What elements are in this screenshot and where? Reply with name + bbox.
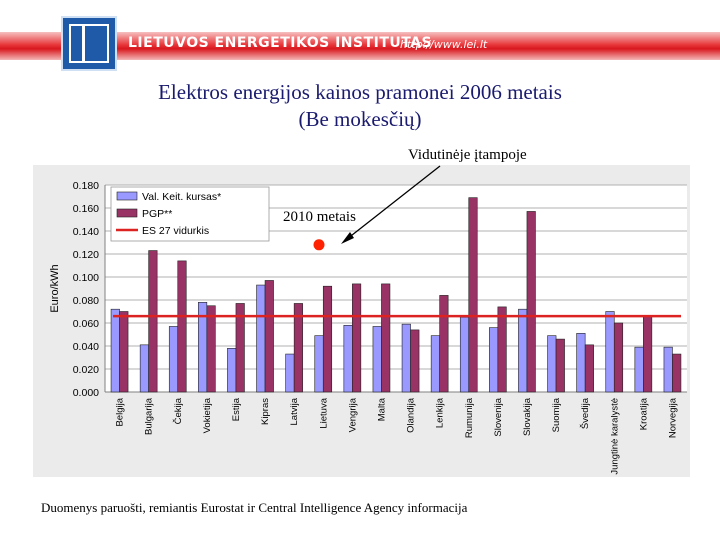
bar-pgp: [177, 260, 187, 393]
x-tick-label: Olandija: [406, 397, 417, 433]
bar-pgp: [555, 338, 565, 393]
header-banner: LIETUVOS ENERGETIKOS INSTITUTAS http://w…: [0, 0, 720, 78]
legend-swatch: [116, 191, 138, 201]
bar-pgp: [381, 283, 391, 393]
bar-pgp: [497, 306, 507, 393]
legend-label: PGP**: [142, 208, 172, 220]
bar-val-keit: [547, 335, 557, 393]
x-tick-label: Vengrija: [347, 397, 358, 432]
bar-pgp: [526, 211, 536, 393]
org-url[interactable]: http://www.lei.lt: [400, 38, 488, 51]
legend-label: ES 27 vidurkis: [142, 225, 209, 237]
source-note: Duomenys paruošti, remiantis Eurostat ir…: [41, 500, 468, 515]
x-tick-label: Slovakija: [522, 397, 533, 436]
bar-val-keit: [605, 311, 615, 393]
logo-frame: [69, 24, 109, 63]
bar-val-keit: [343, 325, 353, 393]
bar-pgp: [439, 295, 449, 393]
y-tick-label: 0.060: [73, 318, 99, 330]
bar-pgp: [119, 311, 129, 393]
bar-pgp: [584, 344, 594, 393]
bar-val-keit: [401, 323, 411, 393]
bar-val-keit: [663, 346, 673, 393]
bar-val-keit: [634, 346, 644, 393]
bar-pgp: [672, 353, 682, 393]
bar-pgp: [206, 305, 216, 393]
bar-pgp: [468, 197, 478, 393]
bar-pgp: [643, 315, 653, 393]
bar-pgp: [322, 285, 333, 393]
x-tick-label: Bulgarija: [144, 397, 155, 435]
x-tick-label: Estija: [231, 397, 242, 421]
bar-val-keit: [110, 308, 120, 393]
bar-val-keit: [430, 335, 440, 393]
x-tick-label: Kipras: [260, 398, 271, 425]
bar-pgp: [235, 303, 245, 393]
legend-label: Val. Keit. kursas*: [142, 191, 221, 203]
bar-pgp: [293, 303, 303, 393]
x-tick-label: Lietuva: [318, 397, 329, 428]
y-tick-label: 0.040: [73, 341, 99, 353]
bar-pgp: [410, 329, 420, 393]
bar-chart: 0.000 0.020 0.040 0.060 0.080 0.100 0.120 0.140…: [49, 180, 687, 475]
bar-val-keit: [227, 348, 237, 393]
x-tick-label: Vokietija: [202, 397, 213, 433]
legend-box: [110, 186, 270, 242]
legend-swatch: [116, 208, 138, 218]
y-tick-label: 0.120: [73, 249, 99, 261]
y-tick-label: 0.100: [73, 272, 99, 284]
lei-logo: [61, 16, 117, 71]
bar-pgp: [264, 280, 274, 393]
annotation-year: 2010 metais: [283, 209, 356, 225]
bar-val-keit: [285, 353, 295, 393]
y-tick-label: 0.000: [73, 387, 99, 399]
bar-val-keit: [518, 308, 528, 393]
bar-val-keit: [459, 316, 470, 393]
x-tick-label: Kroatija: [638, 397, 649, 430]
bar-val-keit: [314, 335, 324, 393]
chart-area: 0.000 0.020 0.040 0.060 0.080 0.100 0.120 0.140…: [33, 165, 690, 477]
bar-pgp: [352, 283, 362, 393]
x-tick-label: Lenkija: [435, 397, 446, 428]
slide-title: Elektros energijos kainos pramonei 2006 …: [158, 80, 562, 104]
header-stripe: [0, 32, 720, 60]
x-tick-label: Norvegija: [667, 397, 678, 438]
x-tick-label: Malta: [376, 397, 387, 421]
bar-val-keit: [489, 327, 499, 393]
bar-val-keit: [372, 326, 382, 393]
x-tick-label: Belgija: [115, 397, 126, 426]
slide-subtitle: (Be mokesčių): [298, 107, 422, 131]
org-name: LIETUVOS ENERGETIKOS INSTITUTAS: [128, 35, 433, 51]
x-tick-label: Latvija: [289, 397, 300, 425]
y-tick-label: 0.160: [73, 203, 99, 215]
y-tick-label: 0.020: [73, 364, 99, 376]
x-tick-label: Suomija: [551, 397, 562, 432]
x-tick-label: Jungtinė karalystė: [609, 398, 620, 475]
y-axis-label: Euro/kWh: [49, 264, 61, 312]
bar-val-keit: [256, 284, 266, 393]
highlight-point: [313, 239, 325, 251]
y-tick-label: 0.080: [73, 295, 99, 307]
bar-pgp: [613, 322, 624, 393]
bar-val-keit: [576, 333, 586, 393]
logo-bar: [82, 26, 85, 61]
y-tick-label: 0.180: [73, 180, 99, 192]
x-tick-label: Rumunija: [464, 397, 475, 438]
annotation-voltage: Vidutinėje įtampoje: [408, 147, 527, 163]
x-tick-label: Švedija: [580, 397, 591, 429]
y-tick-label: 0.140: [73, 226, 99, 238]
bar-val-keit: [168, 326, 179, 393]
bar-val-keit: [139, 344, 149, 393]
bar-pgp: [148, 250, 158, 393]
x-tick-label: Čekija: [173, 397, 184, 424]
x-tick-label: Slovenija: [493, 397, 504, 436]
